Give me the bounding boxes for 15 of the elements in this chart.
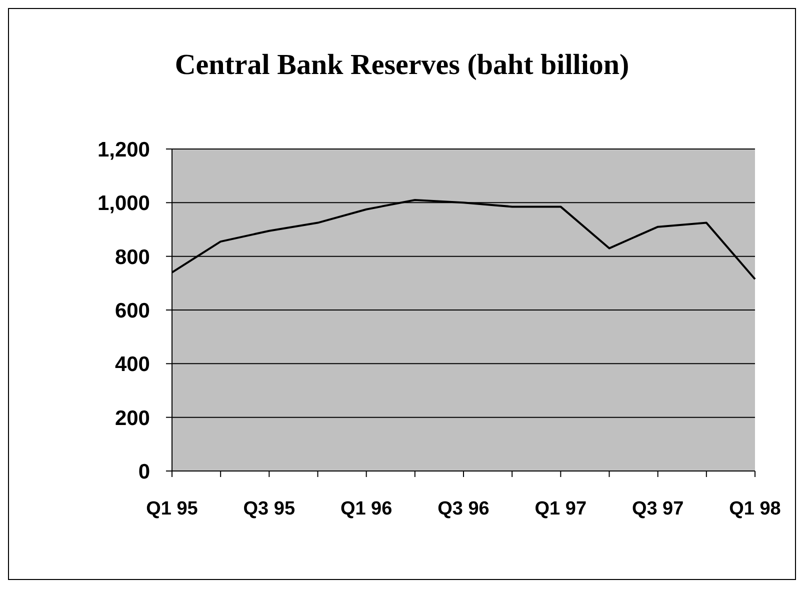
- y-tick-label: 400: [114, 353, 150, 376]
- x-tick-label: Q3 97: [632, 498, 684, 520]
- x-tick-label: Q1 95: [146, 498, 198, 520]
- chart-title: Central Bank Reserves (baht billion): [174, 49, 630, 82]
- y-tick-label: 1,000: [97, 192, 150, 216]
- x-tick-label: Q1 96: [340, 498, 392, 520]
- x-tick-label: Q1 98: [729, 498, 781, 520]
- y-tick-label: 0: [138, 460, 150, 484]
- x-tick-label: Q1 97: [534, 498, 587, 520]
- y-tick-label: 600: [114, 299, 150, 322]
- x-tick-label: Q3 96: [438, 498, 490, 520]
- y-tick-label: 1,200: [97, 138, 150, 162]
- y-tick-label: 800: [114, 246, 150, 269]
- x-tick-label: Q3 95: [243, 498, 296, 520]
- y-tick-label: 200: [114, 406, 150, 430]
